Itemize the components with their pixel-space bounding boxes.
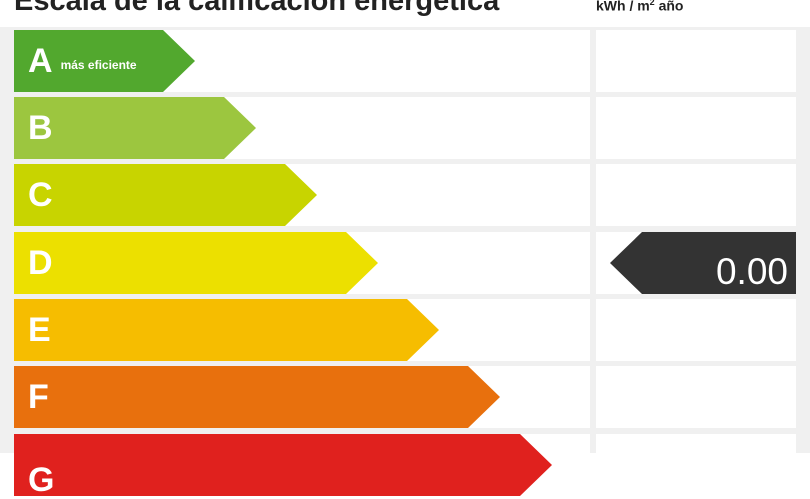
rating-row-e: E (14, 299, 590, 361)
value-cell-c (596, 164, 796, 226)
rating-letter-f: F (28, 378, 49, 416)
scale-title: Escala de la calificación energética (14, 0, 500, 17)
rating-row-c: C (14, 164, 590, 226)
rating-row-g: G (14, 434, 590, 496)
rating-arrow-c: C (14, 164, 317, 226)
most-efficient-label: más eficiente (60, 58, 137, 72)
current-rating-indicator: 0.00 (610, 232, 796, 294)
rating-row-b: B (14, 97, 590, 159)
rating-arrow-a: A más eficiente (14, 30, 195, 92)
rating-letter-d: D (28, 244, 53, 282)
rating-row-f: F (14, 366, 590, 428)
rating-value: 0.00 (715, 251, 788, 292)
rating-letter-c: C (28, 176, 53, 214)
rating-letter-a: A (28, 42, 53, 80)
rating-row-d: D (14, 232, 590, 294)
rating-letter-g: G (28, 461, 55, 499)
value-cell-g (596, 434, 796, 496)
unit-superscript: 2 (649, 0, 655, 7)
rating-arrow-g: G (14, 434, 552, 496)
value-cell-f (596, 366, 796, 428)
rating-row-a: A más eficiente (14, 30, 590, 92)
unit-suffix: año (654, 0, 684, 14)
rating-arrow-e: E (14, 299, 439, 361)
unit-label: kWh / m2 año (596, 0, 683, 13)
unit-text: kWh / m (596, 0, 650, 14)
rating-letter-e: E (28, 311, 51, 349)
value-cell-b (596, 97, 796, 159)
value-cell-a (596, 30, 796, 92)
rating-arrow-f: F (14, 366, 500, 428)
rating-letter-b: B (28, 109, 53, 147)
rating-arrow-b: B (14, 97, 256, 159)
rating-arrow-d: D (14, 232, 378, 294)
value-cell-e (596, 299, 796, 361)
